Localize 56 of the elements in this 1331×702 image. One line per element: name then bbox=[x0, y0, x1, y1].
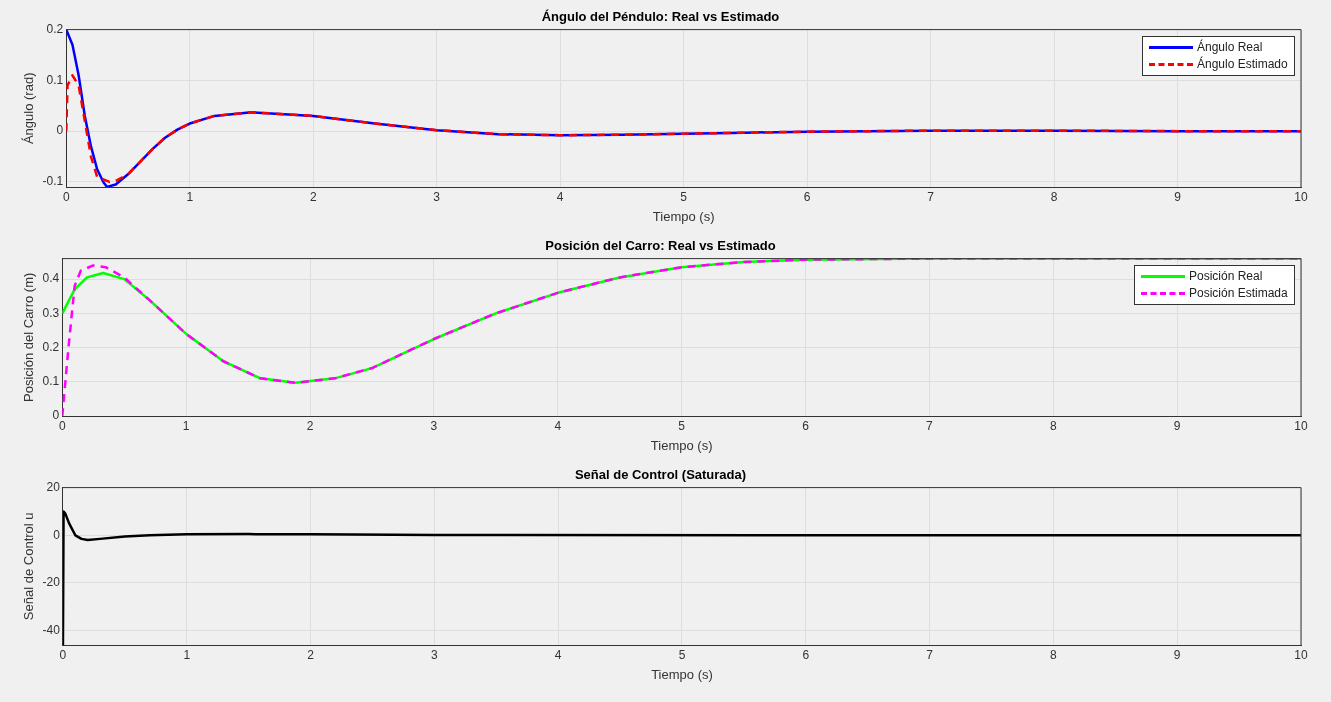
y-tick-label: 0.4 bbox=[42, 271, 60, 286]
y-tick-label: 0.1 bbox=[42, 374, 60, 389]
x-tick-label: 2 bbox=[306, 418, 314, 433]
x-tick-label: 3 bbox=[430, 418, 438, 433]
x-tick-label: 8 bbox=[1050, 647, 1058, 662]
y-tick-label: -40 bbox=[42, 623, 61, 637]
y-axis-title: Posición del Carro (m) bbox=[21, 272, 37, 402]
x-tick-label: 2 bbox=[309, 189, 317, 204]
x-tick-label: 3 bbox=[433, 189, 441, 204]
chart-title: Ángulo del Péndulo: Real vs Estimado bbox=[541, 9, 780, 25]
x-tick-label: 10 bbox=[1294, 647, 1308, 662]
x-tick-label: 1 bbox=[186, 189, 194, 204]
chart-title: Señal de Control (Saturada) bbox=[574, 467, 747, 483]
x-tick-label: 9 bbox=[1173, 647, 1181, 662]
y-axis-title: Ángulo (rad) bbox=[21, 72, 37, 145]
x-tick-label: 6 bbox=[802, 418, 810, 433]
x-tick-label: 7 bbox=[926, 647, 934, 662]
x-axis-title: Tiempo (s) bbox=[652, 208, 715, 224]
x-tick-label: 9 bbox=[1173, 418, 1181, 433]
x-tick-label: 5 bbox=[678, 647, 686, 662]
y-tick-label: 0.2 bbox=[42, 339, 60, 354]
x-tick-label: 4 bbox=[554, 418, 562, 433]
x-tick-label: 6 bbox=[802, 647, 810, 662]
x-tick-label: 2 bbox=[307, 647, 315, 662]
x-tick-label: 7 bbox=[927, 189, 935, 204]
y-tick-label: 0.3 bbox=[42, 305, 60, 320]
legend-label: Ángulo Estimado bbox=[1196, 55, 1288, 73]
x-tick-label: 3 bbox=[431, 647, 439, 662]
x-axis-title: Tiempo (s) bbox=[650, 437, 713, 453]
y-tick-label: 20 bbox=[46, 479, 61, 494]
x-tick-label: 6 bbox=[803, 189, 811, 204]
x-tick-label: 4 bbox=[556, 189, 564, 204]
x-tick-label: 9 bbox=[1174, 189, 1182, 204]
y-tick-label: 0 bbox=[56, 123, 64, 138]
x-tick-label: 1 bbox=[182, 418, 190, 433]
legend-label: Posición Real bbox=[1188, 268, 1264, 285]
y-tick-label: 0 bbox=[53, 527, 61, 542]
legend-label: Ángulo Real bbox=[1196, 38, 1264, 56]
y-axis-title: Señal de Control u bbox=[21, 512, 37, 621]
x-tick-label: 8 bbox=[1049, 418, 1057, 433]
y-tick-label: 0.1 bbox=[46, 72, 64, 87]
x-tick-label: 10 bbox=[1294, 189, 1308, 204]
y-tick-label: -20 bbox=[42, 575, 61, 590]
x-tick-label: 10 bbox=[1294, 418, 1308, 433]
y-tick-label: 0.2 bbox=[46, 21, 64, 36]
y-tick-label: 0 bbox=[52, 408, 60, 423]
chart-title: Posición del Carro: Real vs Estimado bbox=[545, 238, 776, 254]
x-tick-label: 4 bbox=[554, 647, 562, 662]
legend-label: Posición Estimada bbox=[1188, 285, 1288, 302]
x-axis-title: Tiempo (s) bbox=[651, 666, 713, 682]
x-tick-label: 5 bbox=[680, 189, 688, 204]
y-tick-label: -0.1 bbox=[42, 174, 64, 189]
x-tick-label: 1 bbox=[183, 647, 191, 662]
x-tick-label: 8 bbox=[1050, 189, 1058, 204]
x-tick-label: 7 bbox=[926, 418, 934, 433]
x-tick-label: 5 bbox=[678, 418, 686, 433]
